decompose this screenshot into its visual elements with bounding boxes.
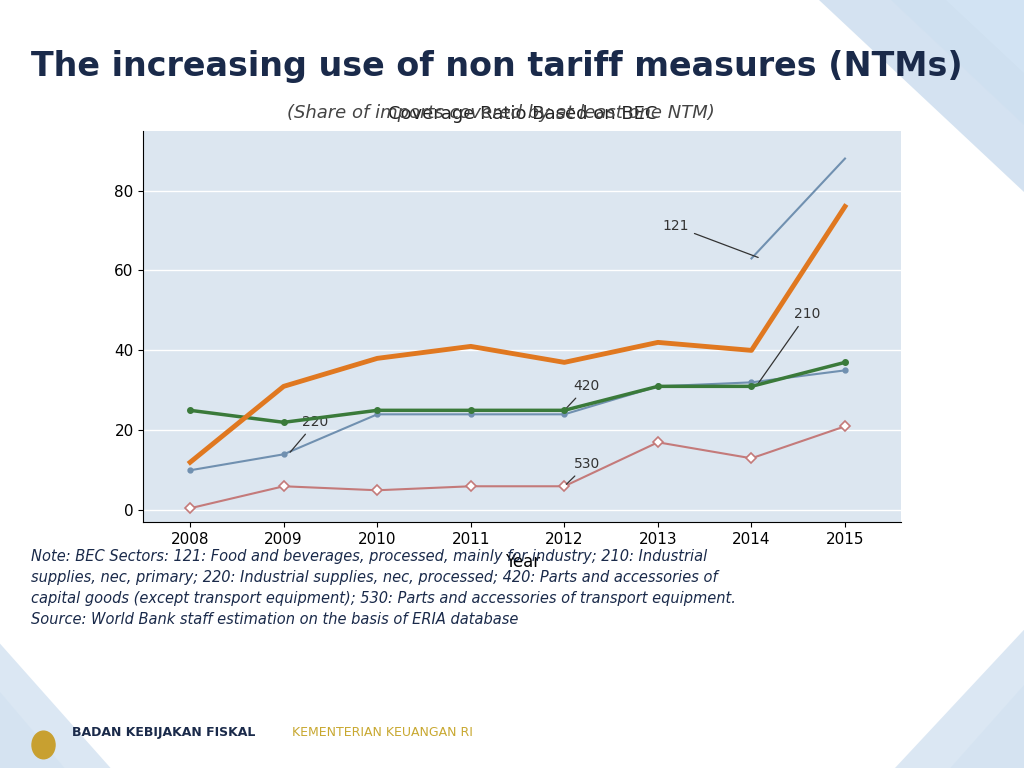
Text: 121: 121	[663, 220, 758, 257]
Title: Coverage Ratio Based on BEC: Coverage Ratio Based on BEC	[387, 105, 657, 124]
Text: Note: BEC Sectors: 121: Food and beverages, processed, mainly for industry; 210:: Note: BEC Sectors: 121: Food and beverag…	[31, 549, 735, 627]
Text: (Share of imports covered by at least one NTM): (Share of imports covered by at least on…	[287, 104, 715, 121]
Text: 420: 420	[566, 379, 600, 409]
Polygon shape	[0, 692, 65, 768]
X-axis label: Year: Year	[505, 552, 540, 571]
Polygon shape	[950, 685, 1024, 768]
Polygon shape	[0, 644, 111, 768]
Text: 220: 220	[290, 415, 329, 452]
Text: KEMENTERIAN KEUANGAN RI: KEMENTERIAN KEUANGAN RI	[292, 726, 473, 739]
Text: The increasing use of non tariff measures (NTMs): The increasing use of non tariff measure…	[31, 50, 963, 83]
Circle shape	[32, 731, 55, 759]
Polygon shape	[946, 0, 1024, 73]
Polygon shape	[891, 0, 1024, 124]
Text: 210: 210	[758, 307, 820, 384]
Polygon shape	[895, 630, 1024, 768]
Text: 530: 530	[566, 457, 600, 485]
Text: BADAN KEBIJAKAN FISKAL: BADAN KEBIJAKAN FISKAL	[72, 726, 255, 739]
Polygon shape	[819, 0, 1024, 192]
